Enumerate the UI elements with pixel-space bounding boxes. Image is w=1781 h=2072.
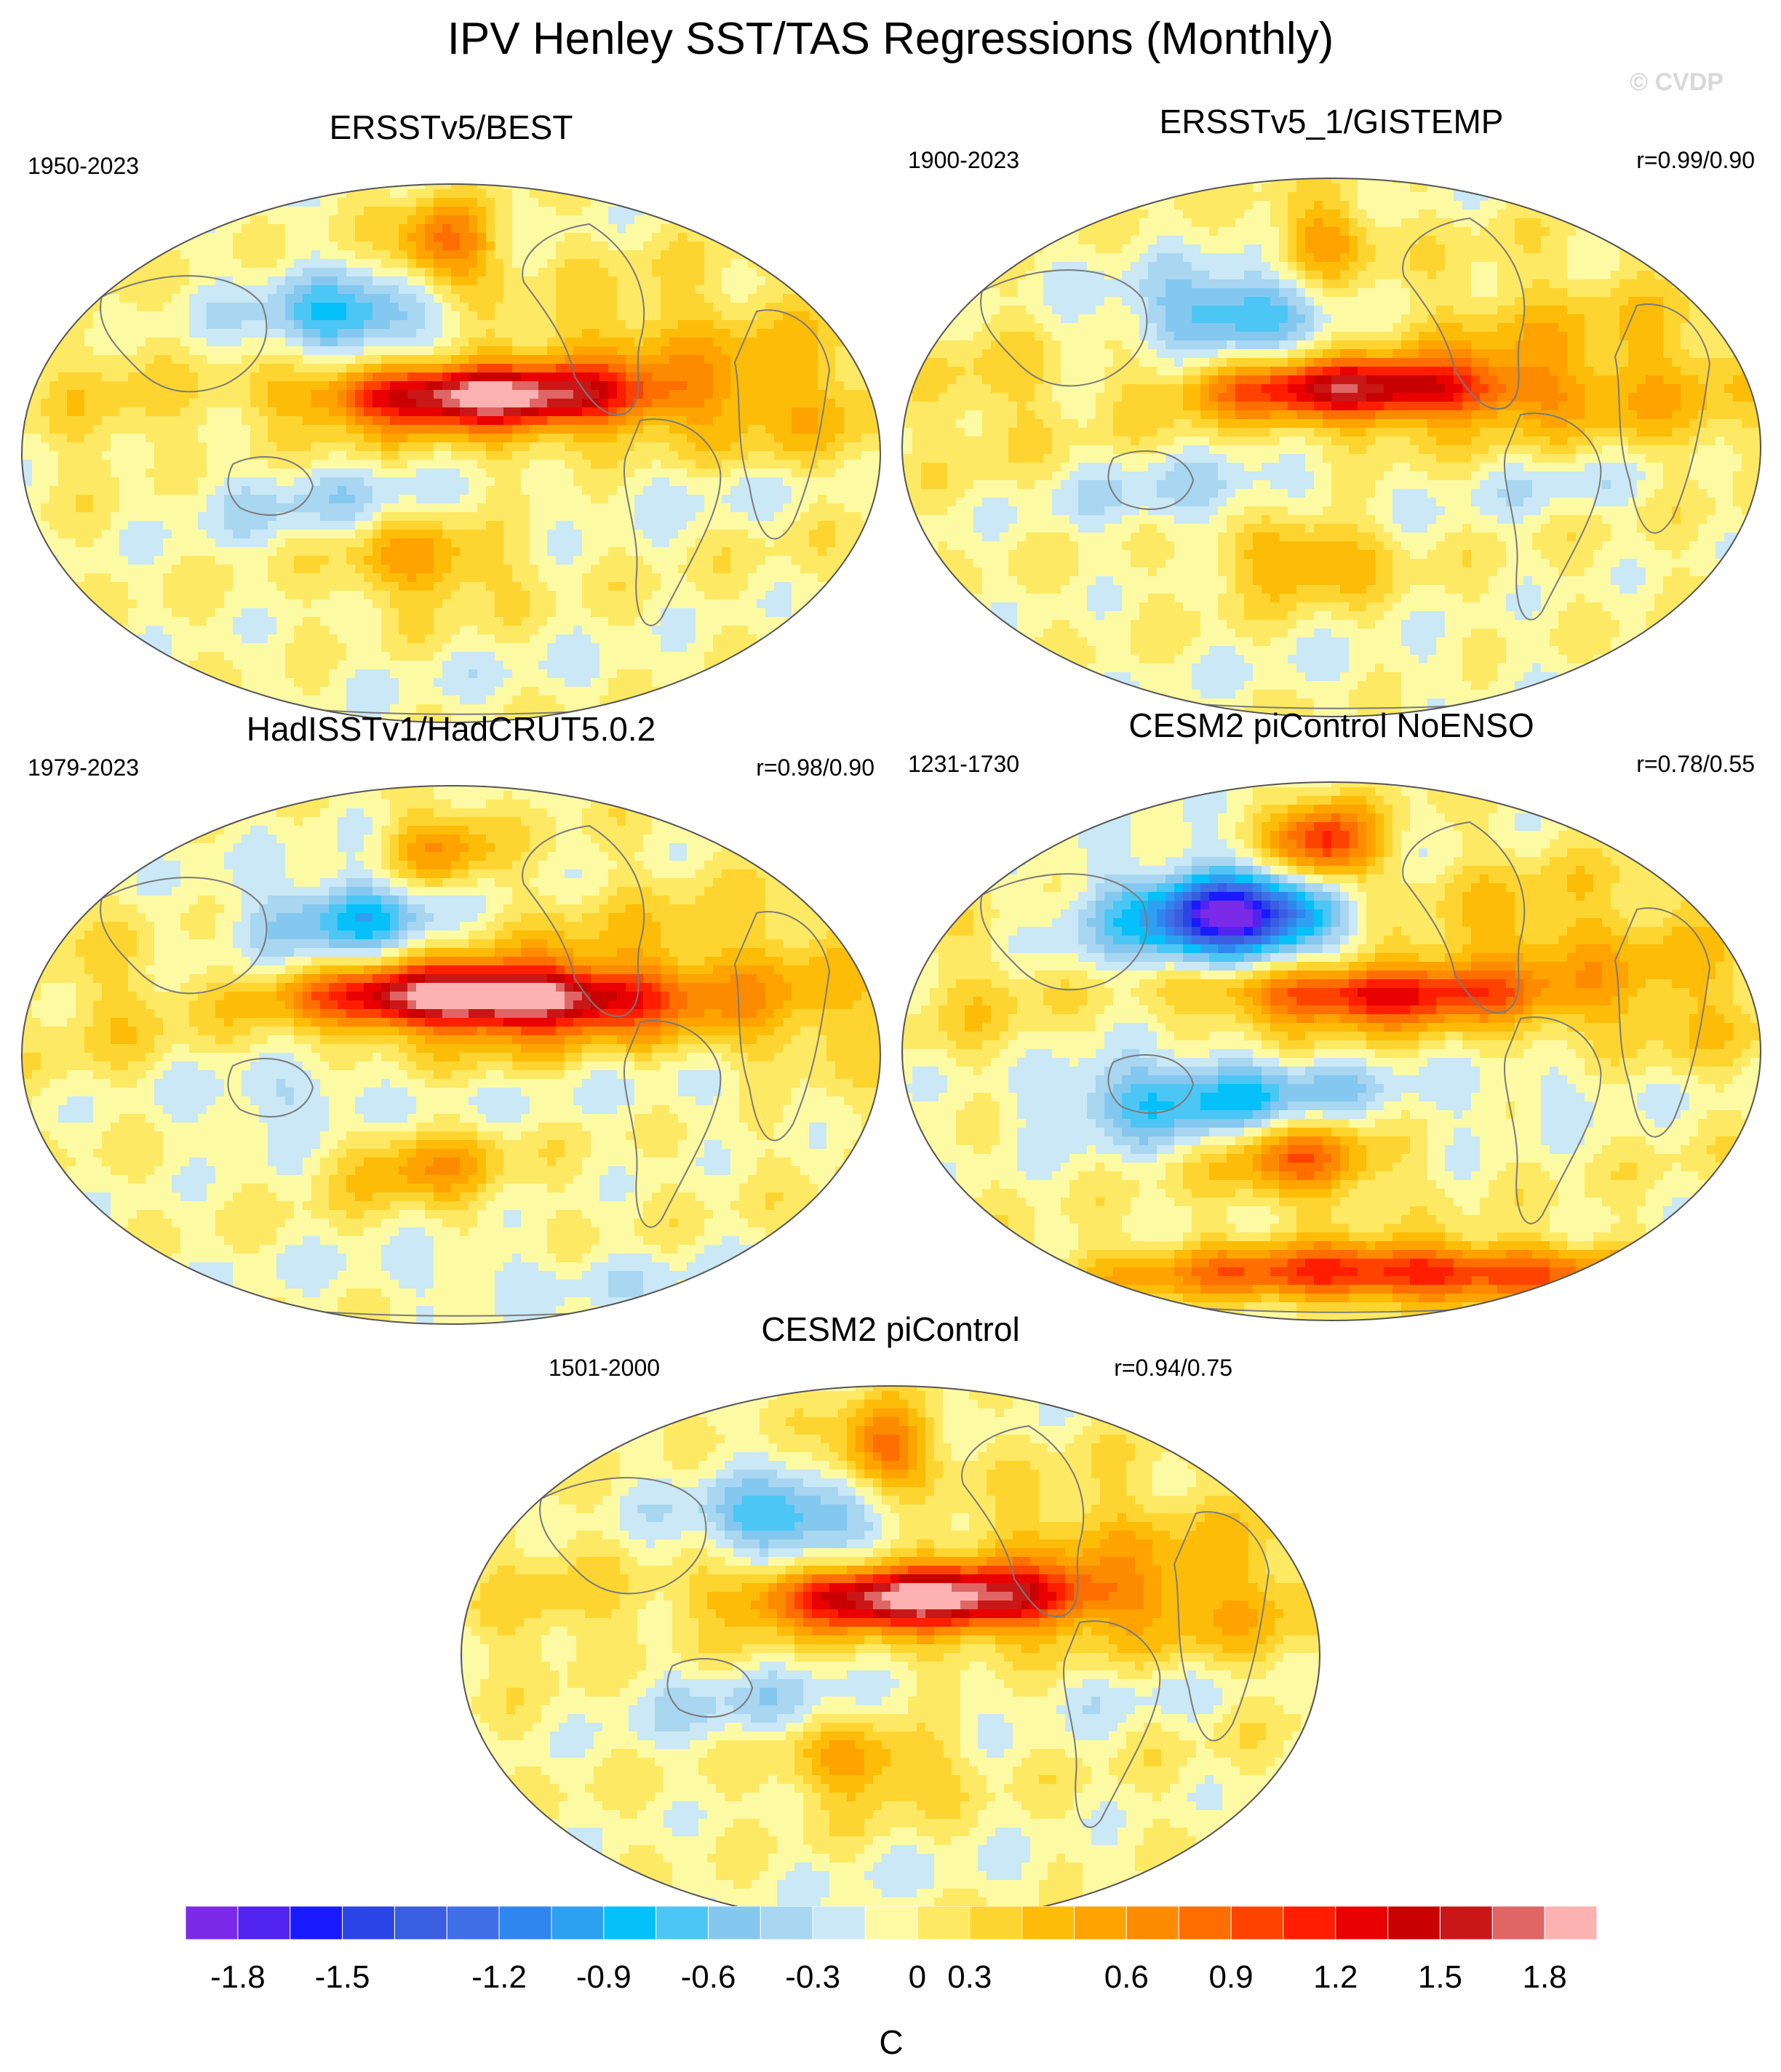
sst-field — [902, 178, 1761, 717]
coastline-4 — [1107, 1054, 1195, 1114]
colorbar-swatch-6 — [498, 1906, 552, 1940]
correlation-label: r=0.94/0.75 — [1114, 1355, 1232, 1382]
colorbar-swatch-16 — [1021, 1906, 1075, 1940]
period-label: 1950-2023 — [28, 153, 139, 180]
colorbar-swatch-25 — [1491, 1906, 1545, 1940]
panel-title: CESM2 piControl — [454, 1310, 1327, 1349]
coastline-0 — [961, 1424, 1085, 1617]
colorbar-swatch-23 — [1387, 1906, 1441, 1940]
correlation-label: r=0.99/0.90 — [1636, 147, 1755, 174]
colorbar-tick-label: -0.9 — [576, 1959, 631, 1995]
coastline-1 — [623, 418, 722, 626]
coastline-4 — [227, 1058, 314, 1117]
colorbar-swatch-14 — [917, 1906, 971, 1940]
coastline-0 — [522, 824, 645, 1017]
sst-field — [22, 786, 880, 1324]
coastline-3 — [980, 873, 1148, 991]
regression-map — [461, 1385, 1320, 1925]
colorbar-tick-label: 0.6 — [1104, 1959, 1149, 1995]
coastline-3 — [539, 1477, 707, 1595]
colorbar-unit: C — [186, 2023, 1597, 2062]
coastline-1 — [1503, 1016, 1602, 1224]
colorbar-swatch-22 — [1335, 1906, 1389, 1940]
coastline-2 — [1614, 907, 1711, 1138]
colorbar-tick-label: 1.8 — [1523, 1959, 1567, 1995]
coastline-3 — [100, 275, 268, 393]
panel-ersstv5-gistemp: ERSSTv5_1/GISTEMP 1900-2023 r=0.99/0.90 — [895, 102, 1768, 720]
colorbar-tick-label: 0.3 — [947, 1959, 992, 1995]
sst-field — [902, 782, 1761, 1320]
colorbar-swatch-13 — [864, 1906, 918, 1940]
colorbar-swatch-26 — [1544, 1906, 1597, 1940]
colorbar-tick-label: 0.9 — [1208, 1959, 1253, 1995]
period-label: 1501-2000 — [549, 1355, 660, 1382]
colorbar-swatch-2 — [290, 1906, 343, 1940]
coastline-2 — [733, 309, 831, 540]
colorbar-swatch-15 — [969, 1906, 1023, 1940]
colorbar-swatch-18 — [1125, 1906, 1179, 1940]
coastline-0 — [1402, 821, 1526, 1013]
colorbar-tick-label: 0 — [909, 1959, 926, 1995]
colorbar-swatch-19 — [1178, 1906, 1232, 1940]
colorbar-swatch-4 — [394, 1906, 447, 1940]
regression-map — [21, 785, 881, 1325]
coastline-1 — [1503, 413, 1602, 621]
colorbar-tick-label: -0.3 — [785, 1959, 840, 1995]
panel-title: ERSSTv5_1/GISTEMP — [895, 102, 1768, 141]
coastline-3 — [980, 269, 1148, 387]
coastline-0 — [522, 223, 645, 415]
colorbar-tick-label: -0.6 — [681, 1959, 736, 1995]
colorbar-swatch-11 — [760, 1906, 813, 1940]
regression-map — [901, 781, 1761, 1321]
panel-cesm2-picontrol: CESM2 piControl 1501-2000 r=0.94/0.75 — [454, 1310, 1327, 1928]
correlation-label: r=0.98/0.90 — [756, 754, 874, 781]
correlation-label: r=0.78/0.55 — [1636, 751, 1755, 778]
colorbar-tick-label: -1.5 — [315, 1959, 370, 1995]
colorbar-swatch-7 — [551, 1906, 605, 1940]
coastline-3 — [100, 877, 268, 995]
panel-hadisst-hadcrut: HadISSTv1/HadCRUT5.0.2 1979-2023 r=0.98/… — [15, 709, 888, 1328]
coastline-4 — [227, 456, 314, 516]
colorbar-tick-label: 1.5 — [1418, 1959, 1462, 1995]
coastline-2 — [1614, 303, 1711, 534]
colorbar-swatch-0 — [186, 1906, 239, 1940]
cvdp-watermark: © CVDP — [1630, 68, 1724, 97]
colorbar-swatch-12 — [812, 1906, 866, 1940]
panel-title: ERSSTv5/BEST — [15, 108, 888, 147]
colorbar-tick-label: -1.2 — [471, 1959, 527, 1995]
coastline-2 — [733, 911, 831, 1141]
sst-field — [461, 1386, 1320, 1924]
colorbar-swatch-1 — [237, 1906, 291, 1940]
colorbar: -1.8 -1.5 -1.2 -0.9 -0.6 -0.3 0 0.3 0.6 0.9 1.2 1.5… — [186, 1906, 1597, 2066]
colorbar-swatch-10 — [708, 1906, 761, 1940]
colorbar-swatch-3 — [342, 1906, 395, 1940]
coastline-4 — [1107, 450, 1195, 510]
colorbar-tick-label: -1.8 — [210, 1959, 266, 1995]
period-label: 1979-2023 — [28, 754, 139, 781]
colorbar-swatch-21 — [1283, 1906, 1336, 1940]
regression-map — [901, 178, 1761, 717]
panel-title: HadISSTv1/HadCRUT5.0.2 — [15, 709, 888, 749]
coastline-1 — [1062, 1620, 1161, 1828]
coastline-1 — [623, 1020, 722, 1228]
coastline-0 — [1402, 217, 1526, 410]
period-label: 1231-1730 — [908, 751, 1019, 778]
colorbar-swatch-5 — [446, 1906, 500, 1940]
colorbar-swatch-17 — [1073, 1906, 1127, 1940]
coastline-2 — [1173, 1511, 1270, 1742]
sst-field — [22, 184, 880, 722]
colorbar-swatch-20 — [1230, 1906, 1284, 1940]
colorbar-swatch-9 — [656, 1906, 709, 1940]
panel-title: CESM2 piControl NoENSO — [895, 706, 1768, 745]
figure-title: IPV Henley SST/TAS Regressions (Monthly) — [0, 13, 1781, 65]
panel-ersstv5-best: ERSSTv5/BEST 1950-2023 — [15, 108, 888, 726]
colorbar-svg: -1.8 -1.5 -1.2 -0.9 -0.6 -0.3 0 0.3 0.6 0.9 1.2 1.5… — [186, 1906, 1597, 1995]
panel-cesm2-noenso: CESM2 piControl NoENSO 1231-1730 r=0.78/… — [895, 706, 1768, 1324]
period-label: 1900-2023 — [908, 147, 1019, 174]
colorbar-swatch-8 — [603, 1906, 657, 1940]
colorbar-tick-label: 1.2 — [1313, 1959, 1358, 1995]
coastline-4 — [666, 1658, 754, 1718]
regression-map — [21, 183, 881, 723]
colorbar-swatch-24 — [1439, 1906, 1493, 1940]
